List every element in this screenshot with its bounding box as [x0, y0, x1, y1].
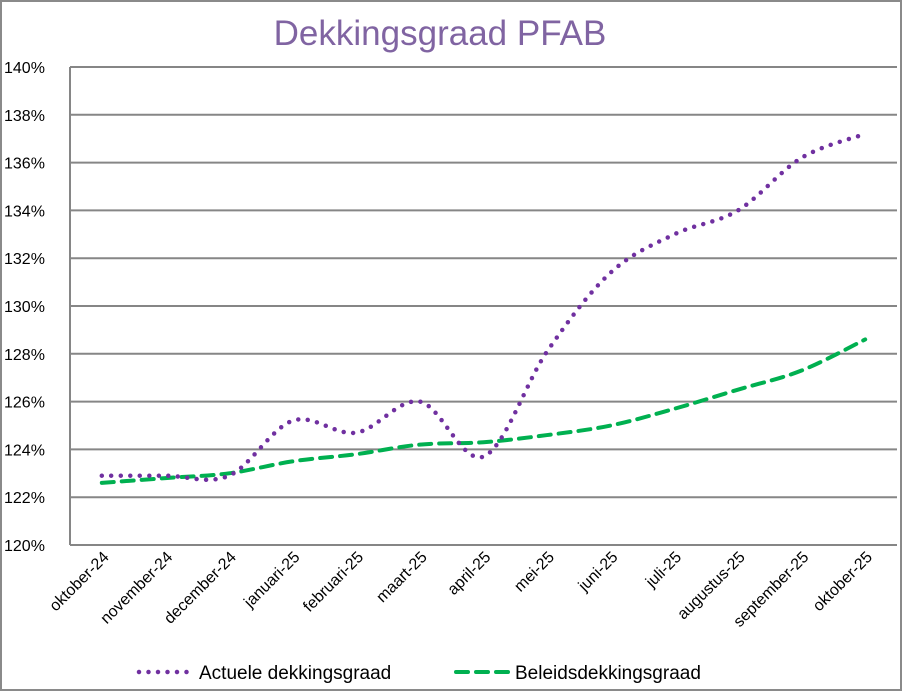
gridlines: [69, 66, 897, 546]
x-tick-label: oktober-25: [810, 549, 876, 615]
series-lines: [99, 131, 868, 485]
legend: Actuele dekkingsgraad Beleidsdekkingsgraa…: [136, 663, 701, 684]
y-tick-label: 134%: [4, 203, 45, 220]
x-tick-label: februari-25: [300, 549, 367, 616]
y-tick-label: 138%: [4, 108, 45, 125]
y-tick-label: 132%: [4, 251, 45, 268]
x-tick-label: maart-25: [373, 549, 430, 606]
y-tick-label: 120%: [4, 538, 45, 555]
y-tick-label: 140%: [4, 60, 45, 77]
x-tick-label: april-25: [445, 549, 495, 599]
legend-actuele-label: Actuele dekkingsgraad: [199, 663, 391, 684]
y-tick-label: 130%: [4, 299, 45, 316]
y-tick-label: 128%: [4, 347, 45, 364]
x-tick-label: juni-25: [575, 549, 622, 596]
x-tick-label: oktober-24: [47, 549, 113, 615]
y-tick-label: 124%: [4, 442, 45, 459]
y-tick-label: 122%: [4, 490, 45, 507]
x-tick-label: juli-25: [642, 549, 685, 592]
y-tick-label: 136%: [4, 156, 45, 173]
y-axis-labels: 120% 122% 124% 126% 128% 130% 132% 134% 136% 138%…: [4, 60, 45, 555]
series-actuele-line: [99, 131, 868, 483]
y-tick-label: 126%: [4, 395, 45, 412]
x-tick-label: januari-25: [240, 549, 303, 612]
x-tick-label: mei-25: [511, 549, 558, 596]
legend-beleids-label: Beleidsdekkingsgraad: [515, 663, 701, 684]
series-beleids-line: [99, 337, 868, 485]
chart-title: Dekkingsgraad PFAB: [273, 14, 607, 53]
